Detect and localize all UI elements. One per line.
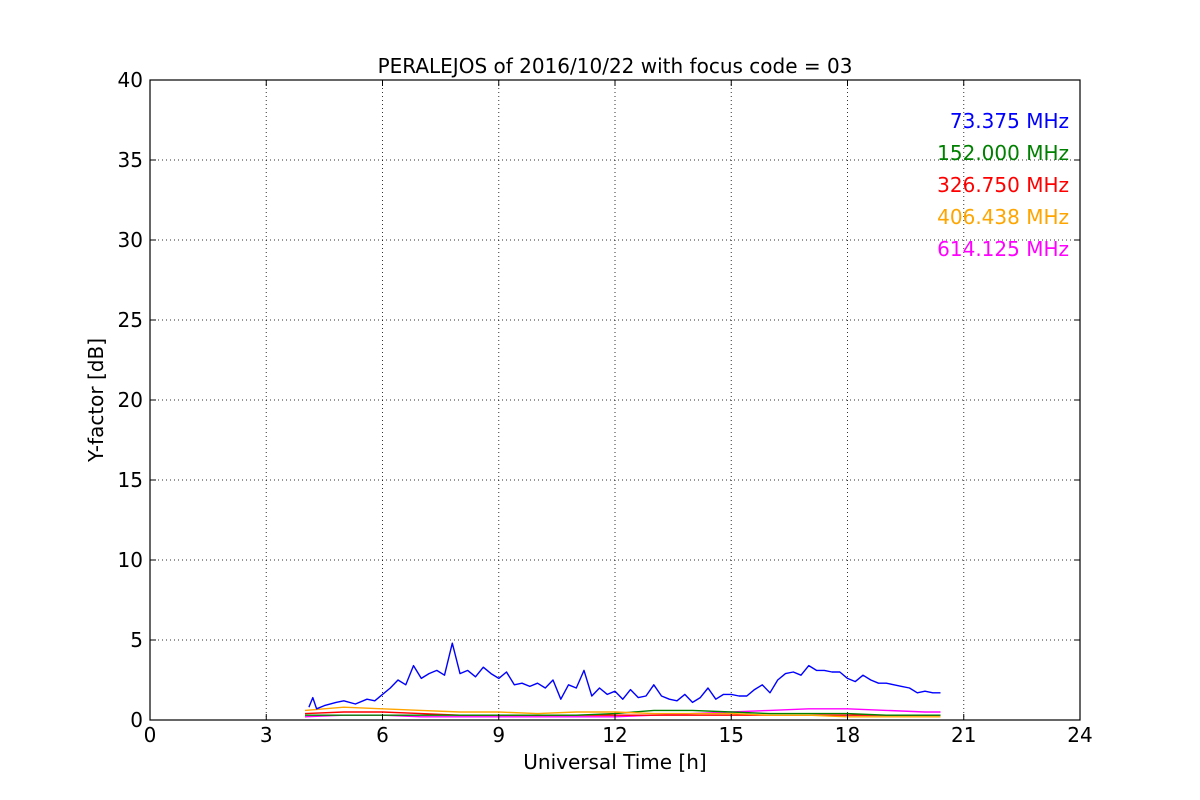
- chart-title: PERALEJOS of 2016/10/22 with focus code …: [378, 54, 853, 78]
- x-tick-label: 18: [835, 723, 860, 747]
- y-tick-label: 10: [118, 548, 143, 572]
- y-tick-label: 35: [118, 148, 143, 172]
- series-line-0: [308, 642, 941, 710]
- series-line-2: [304, 711, 941, 716]
- x-tick-label: 0: [144, 723, 157, 747]
- x-tick-label: 3: [260, 723, 273, 747]
- x-tick-label: 12: [602, 723, 627, 747]
- legend-entry-2: 326.750 MHz: [937, 173, 1069, 197]
- x-axis-label: Universal Time [h]: [523, 750, 706, 774]
- y-tick-label: 40: [118, 68, 143, 92]
- plot-area: [304, 642, 941, 718]
- legend-entry-1: 152.000 MHz: [937, 141, 1069, 165]
- series-line-3: [304, 706, 941, 718]
- legend-entry-3: 406.438 MHz: [937, 205, 1069, 229]
- x-tick-label: 24: [1067, 723, 1092, 747]
- series-line-4: [304, 708, 941, 718]
- x-tick-label: 6: [376, 723, 389, 747]
- x-tick-label: 21: [951, 723, 976, 747]
- x-tick-label: 9: [492, 723, 505, 747]
- legend-entry-0: 73.375 MHz: [950, 109, 1069, 133]
- y-tick-label: 20: [118, 388, 143, 412]
- x-tick-label: 15: [719, 723, 744, 747]
- y-axis-label: Y-factor [dB]: [84, 338, 108, 463]
- y-tick-label: 25: [118, 308, 143, 332]
- axis-ticks: 0 3 6 9 12 15 18 21 24 0 5 10 15 20 25 30 35 40: [118, 68, 1093, 747]
- y-tick-label: 15: [118, 468, 143, 492]
- grid-lines: [150, 80, 1080, 720]
- y-tick-label: 5: [130, 628, 143, 652]
- series-line-1: [305, 709, 941, 716]
- legend: 73.375 MHz 152.000 MHz 326.750 MHz 406.438 …: [937, 109, 1069, 261]
- legend-entry-4: 614.125 MHz: [937, 237, 1069, 261]
- y-tick-label: 0: [130, 708, 143, 732]
- y-tick-label: 30: [118, 228, 143, 252]
